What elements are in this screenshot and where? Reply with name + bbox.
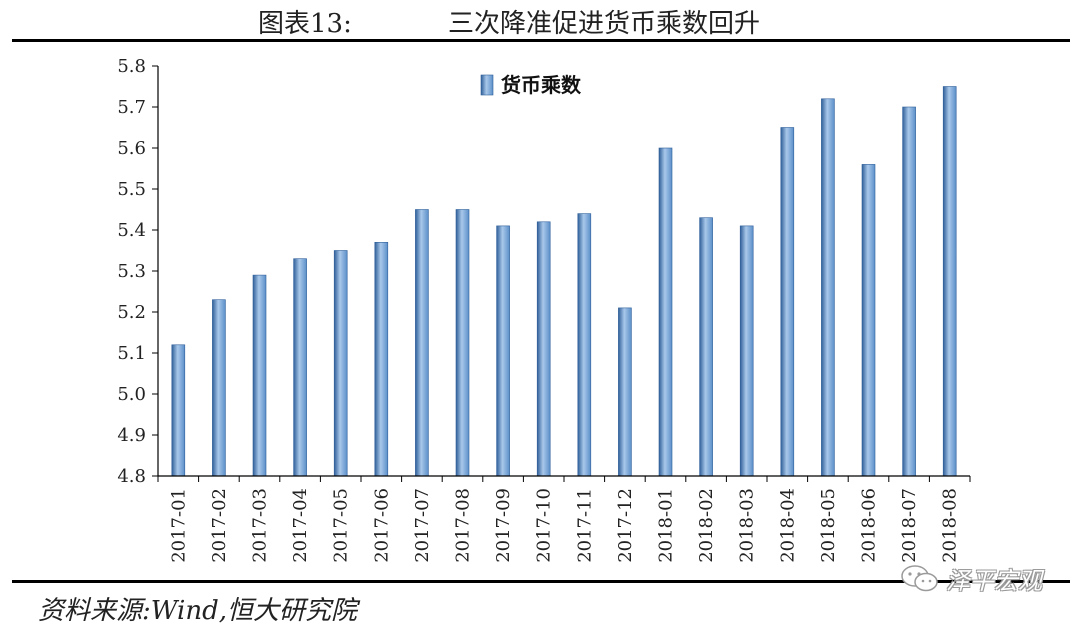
- source-note: 资料来源:Wind,恒大研究院: [38, 596, 357, 626]
- bar: [212, 299, 226, 477]
- y-tick-label: 4.8: [117, 466, 146, 487]
- x-tick-label: 2018-04: [777, 488, 798, 563]
- x-tick-label: 2017-05: [331, 488, 352, 563]
- chart-area: 4.8 4.9 5.0 5.1 5.2 5.3 5.4 5.5 5.6 5.7 5.8 2017-0…: [117, 56, 971, 563]
- figure-label: 图表13:: [258, 9, 352, 39]
- y-tick-label: 5.4: [117, 220, 146, 241]
- bar: [293, 258, 307, 477]
- x-tick-label: 2018-06: [859, 488, 880, 563]
- top-divider: [12, 39, 1070, 42]
- x-tick-label: 2017-01: [168, 488, 189, 563]
- bar: [902, 106, 916, 477]
- bar: [618, 307, 632, 477]
- bar: [739, 225, 754, 477]
- legend-label: 货币乘数: [501, 73, 582, 97]
- y-tick-label: 5.3: [117, 261, 146, 282]
- x-tick-label: 2018-02: [696, 488, 717, 563]
- x-tick-label: 2017-03: [250, 488, 271, 563]
- bar: [252, 274, 267, 477]
- bar: [496, 225, 510, 477]
- x-tick-label: 2017-04: [290, 488, 311, 563]
- legend-swatch: [480, 74, 494, 96]
- bar: [333, 250, 348, 477]
- x-tick-label: 2018-07: [899, 488, 920, 563]
- y-tick-label: 5.1: [117, 343, 146, 364]
- x-tick-label: 2017-12: [615, 488, 636, 563]
- x-axis: 2017-01 2017-02 2017-03 2017-04 2017-05 2017-…: [157, 475, 971, 563]
- y-tick-label: 5.5: [117, 179, 146, 200]
- x-tick-label: 2018-01: [656, 488, 677, 563]
- bar: [658, 147, 673, 477]
- bar: [780, 127, 795, 477]
- y-tick-label: 5.8: [117, 56, 146, 77]
- wechat-icon: [901, 565, 938, 592]
- legend: 货币乘数: [480, 73, 582, 97]
- bar: [942, 86, 957, 477]
- y-tick-label: 5.0: [117, 384, 146, 405]
- x-tick-label: 2018-05: [818, 488, 839, 563]
- figure-header: 图表13: 三次降准促进货币乘数回升: [0, 0, 1080, 40]
- y-axis: 4.8 4.9 5.0 5.1 5.2 5.3 5.4 5.5 5.6 5.7 5.8: [117, 56, 159, 487]
- bar: [699, 217, 713, 477]
- x-tick-label: 2017-08: [453, 488, 474, 563]
- y-tick-label: 5.2: [117, 302, 146, 323]
- bar: [577, 213, 592, 477]
- bar: [171, 344, 186, 477]
- bar: [821, 98, 835, 477]
- x-tick-label: 2017-02: [209, 488, 230, 563]
- bar: [374, 242, 389, 477]
- x-tick-label: 2017-07: [412, 488, 433, 563]
- chart-title: 三次降准促进货币乘数回升: [448, 9, 761, 39]
- y-tick-label: 5.6: [117, 138, 146, 159]
- x-tick-label: 2017-09: [493, 488, 514, 563]
- bar: [861, 164, 876, 477]
- y-tick-label: 4.9: [117, 425, 146, 446]
- x-tick-label: 2017-10: [534, 488, 555, 563]
- watermark-text: 泽平宏观: [946, 566, 1042, 595]
- x-tick-label: 2018-03: [737, 488, 758, 563]
- x-tick-label: 2017-11: [574, 488, 595, 563]
- bottom-divider: [12, 580, 1070, 583]
- bar-series: [171, 86, 957, 477]
- watermark: 泽平宏观: [900, 558, 1042, 598]
- bar: [455, 209, 470, 477]
- y-tick-label: 5.7: [117, 97, 146, 118]
- x-tick-label: 2017-06: [371, 488, 392, 563]
- bar: [536, 221, 551, 477]
- x-tick-label: 2018-08: [940, 488, 961, 563]
- bar: [415, 209, 429, 477]
